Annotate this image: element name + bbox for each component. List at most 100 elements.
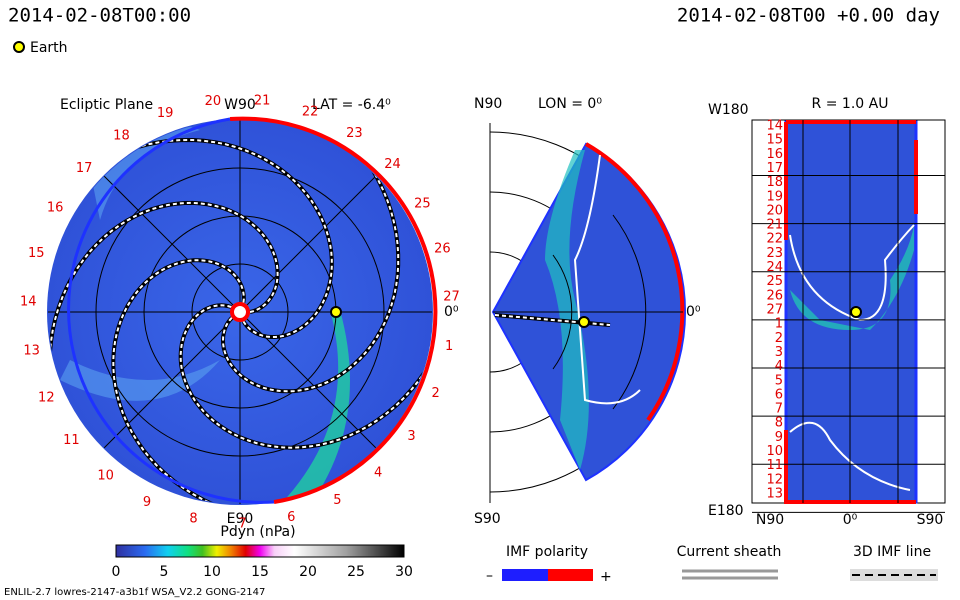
- longitude-label: 12: [38, 391, 55, 406]
- footer: ENLIL-2.7 lowres-2147-a3b1f WSA_V2.2 GON…: [4, 587, 265, 598]
- longitude-label: 13: [23, 344, 40, 359]
- earth-legend: Earth: [30, 40, 68, 56]
- longitude-label: 10: [97, 468, 114, 483]
- longitude-label: 15: [28, 246, 45, 261]
- meridional-inner: [493, 214, 683, 410]
- row-label: 27: [766, 303, 783, 318]
- row-label: 14: [766, 119, 783, 134]
- ecliptic-title: Ecliptic Plane: [60, 97, 153, 113]
- row-label: 2: [775, 331, 783, 346]
- colorbar-tick: 0: [112, 564, 121, 580]
- meridional-sheath: [573, 154, 641, 405]
- longitude-label: 23: [346, 126, 363, 141]
- longitude-label: 18: [113, 129, 130, 144]
- row-label: 22: [766, 232, 783, 247]
- meridional-feature: [545, 150, 589, 470]
- longitude-label: 1: [445, 339, 453, 354]
- row-label: 5: [775, 373, 783, 388]
- row-label: 18: [766, 175, 783, 190]
- longitude-label: 14: [20, 295, 37, 310]
- spiral: [179, 304, 432, 449]
- row-label: 25: [766, 274, 783, 289]
- lon-label: LON = 0⁰: [538, 96, 602, 112]
- colorbar-title: Pdyn (nPa): [220, 524, 295, 540]
- n90-r: N90: [756, 512, 784, 528]
- row-label: 17: [766, 161, 783, 176]
- w180: W180: [708, 102, 749, 118]
- radial-title: R = 1.0 AU: [812, 96, 889, 112]
- longitude-label: 6: [287, 510, 295, 525]
- row-label: 8: [775, 416, 783, 431]
- longitude-label: 4: [374, 465, 382, 480]
- row-label: 24: [766, 260, 783, 275]
- row-label: 15: [766, 133, 783, 148]
- row-label: 1: [775, 317, 783, 332]
- row-label: 23: [766, 246, 783, 261]
- earth-icon: [13, 41, 25, 53]
- spiral: [89, 138, 333, 338]
- row-label: 9: [775, 430, 783, 445]
- earth: [330, 306, 342, 318]
- row-label: 19: [766, 189, 783, 204]
- colorbar-tick: 5: [160, 564, 169, 580]
- s90: S90: [474, 511, 501, 527]
- w90: W90: [224, 97, 256, 113]
- sheath-title: Current sheath: [677, 544, 782, 560]
- e180: E180: [708, 503, 744, 519]
- time-left: 2014-02-08T00:00: [8, 5, 191, 27]
- row-label: 16: [766, 147, 783, 162]
- spiral: [221, 128, 400, 393]
- spiral: [112, 259, 263, 504]
- line3d-title: 3D IMF line: [853, 544, 931, 560]
- longitude-label: 7: [238, 516, 246, 531]
- colorbar-tick: 15: [251, 564, 269, 580]
- earth-radial: [850, 306, 862, 318]
- e90: E90: [227, 511, 254, 527]
- sun: [230, 302, 250, 322]
- longitude-label: 17: [76, 161, 93, 176]
- spiral: [48, 201, 279, 405]
- s90-r: S90: [917, 512, 944, 528]
- longitude-label: 20: [205, 94, 222, 109]
- ecliptic-blue-arc: [67, 117, 275, 504]
- imf-plus: +: [600, 569, 612, 585]
- colorbar-tick: 20: [299, 564, 317, 580]
- longitude-label: 2: [431, 386, 439, 401]
- lat-label: LAT = -6.4⁰: [312, 97, 391, 113]
- n90: N90: [474, 96, 502, 112]
- imf-neg: [502, 569, 548, 581]
- row-label: 26: [766, 288, 783, 303]
- colorbar-tick: 25: [347, 564, 365, 580]
- row-label: 4: [775, 359, 783, 374]
- longitude-label: 11: [63, 433, 80, 448]
- zero-r: 0⁰: [843, 512, 858, 528]
- colorbar-tick: 10: [203, 564, 221, 580]
- earth-meridional: [578, 316, 590, 328]
- longitude-label: 21: [254, 94, 271, 109]
- colorbar: [115, 544, 405, 558]
- row-label: 6: [775, 387, 783, 402]
- longitude-label: 22: [302, 104, 319, 119]
- longitude-label: 5: [333, 493, 341, 508]
- radial-red: [786, 120, 918, 214]
- longitude-label: 19: [157, 106, 174, 121]
- meridional-0: 0⁰: [686, 304, 701, 320]
- row-label: 12: [766, 472, 783, 487]
- ecliptic-0: 0⁰: [444, 304, 459, 320]
- row-label: 21: [766, 218, 783, 233]
- meridional-red: [585, 142, 685, 422]
- row-label: 20: [766, 203, 783, 218]
- row-label: 3: [775, 345, 783, 360]
- time-right: 2014-02-08T00 +0.00 day: [677, 5, 940, 27]
- imf-pos: [548, 569, 593, 581]
- longitude-label: 25: [414, 196, 431, 211]
- imf-title: IMF polarity: [506, 544, 588, 560]
- ecliptic-red-arc: [229, 116, 438, 504]
- longitude-label: 9: [143, 495, 151, 510]
- longitude-label: 8: [189, 511, 197, 526]
- row-label: 7: [775, 402, 783, 417]
- row-label: 11: [766, 458, 783, 473]
- row-label: 10: [766, 444, 783, 459]
- row-label: 13: [766, 487, 783, 502]
